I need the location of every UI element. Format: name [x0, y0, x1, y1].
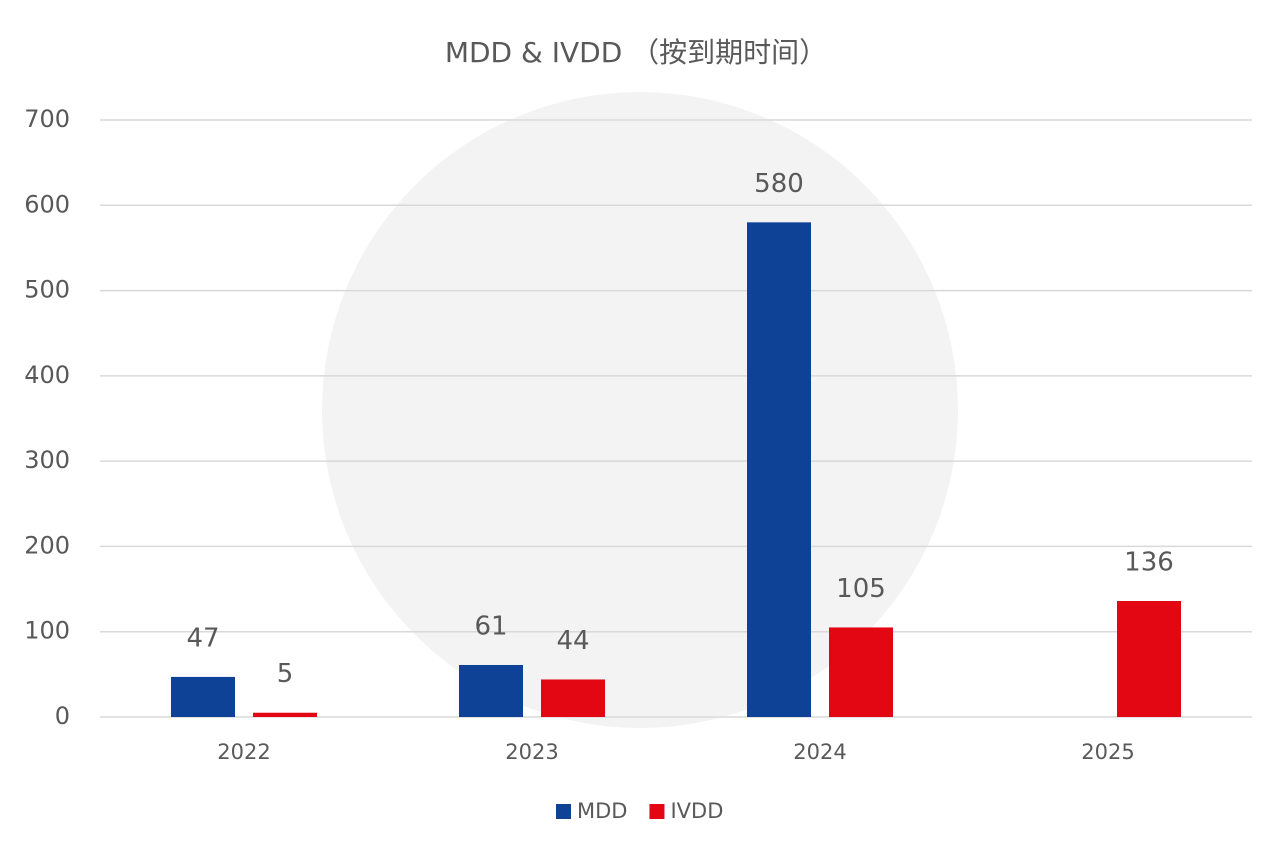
legend-label: MDD — [577, 799, 627, 823]
legend-swatch — [649, 804, 665, 819]
data-label: 44 — [556, 626, 589, 656]
x-tick-label: 2025 — [1081, 740, 1134, 764]
bar — [1117, 601, 1181, 717]
y-tick-label: 0 — [55, 702, 70, 730]
y-tick-label: 600 — [24, 190, 70, 218]
chart-title: MDD & IVDD （按到期时间） — [445, 36, 827, 69]
x-tick-label: 2024 — [793, 740, 846, 764]
legend-swatch — [556, 804, 571, 819]
bar — [253, 712, 317, 717]
y-tick-label: 400 — [24, 361, 70, 389]
data-label: 580 — [754, 169, 804, 199]
x-tick-label: 2022 — [217, 740, 270, 764]
data-label: 47 — [186, 623, 219, 653]
data-label: 136 — [1124, 548, 1174, 578]
y-tick-label: 300 — [24, 446, 70, 474]
y-tick-label: 200 — [24, 531, 70, 559]
bar — [541, 679, 605, 717]
data-label: 105 — [836, 574, 886, 604]
legend-label: IVDD — [670, 799, 723, 823]
bar — [171, 676, 235, 717]
data-label: 5 — [277, 659, 294, 689]
bar — [829, 627, 893, 717]
y-tick-label: 700 — [24, 105, 70, 133]
bar — [747, 222, 811, 718]
data-label: 61 — [474, 611, 507, 641]
bar — [459, 664, 523, 717]
x-tick-label: 2023 — [505, 740, 558, 764]
y-tick-label: 100 — [24, 617, 70, 645]
y-tick-label: 500 — [24, 276, 70, 304]
